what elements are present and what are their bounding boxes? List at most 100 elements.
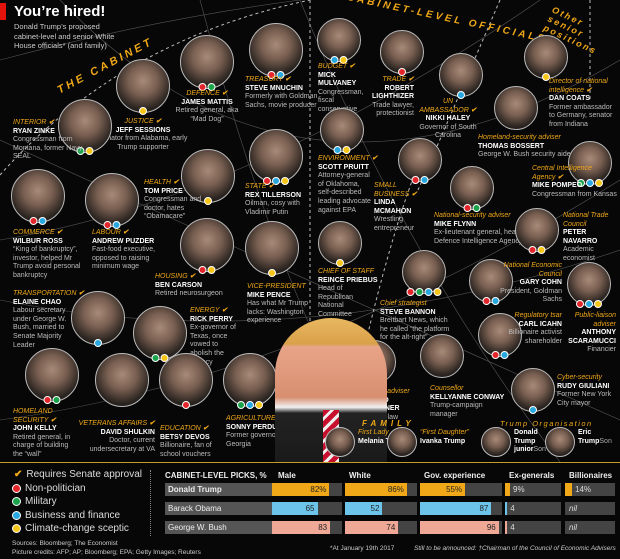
person-description: Fast-food executive, opposed to raising … (92, 246, 156, 271)
person-name: Steve Bannon (380, 308, 436, 316)
person-description: Has what Mr Trump lacks: Washington expe… (247, 300, 309, 325)
linda-mcmahon-photo (398, 138, 442, 182)
david-shulkin-info: Veterans affairs ✔ David Shulkin Doctor, cu… (78, 420, 155, 454)
person-description: Financier (587, 346, 616, 354)
yellow-dot-icon (537, 246, 546, 254)
data-label: 55% (446, 485, 463, 494)
blue-dot-icon (424, 288, 433, 296)
person-name: Ryan Zinke (13, 127, 55, 135)
person-name: Rex Tillerson (245, 191, 302, 199)
relation-label: Son (533, 446, 546, 453)
melania-trump-info: First Lady Melania Trump (358, 429, 413, 446)
bar-cell: 87 (420, 502, 502, 515)
yellow-dot-icon (85, 147, 94, 155)
person-name: Eric Trump (578, 429, 600, 445)
blue-dot-icon (333, 146, 342, 154)
check-icon: ✔ (14, 469, 23, 480)
chart-title: CABINET-LEVEL PICKS, % (165, 471, 267, 480)
bar-george-w-bush-ex-generals (505, 521, 508, 534)
person-description: Congressman from Kansas (532, 190, 617, 198)
person-description: Ex-lieutenant general, headed Defence In… (434, 229, 528, 245)
green-dot-icon (237, 401, 245, 409)
wilbur-ross-photo (11, 169, 65, 223)
role-label: National Trade Council (563, 212, 609, 228)
person-description: Governor of South Carolina (419, 123, 477, 140)
tag-dots (457, 91, 465, 99)
person-description: Formerly with Goldman Sachs, movie produ… (245, 93, 318, 109)
person-description: Senator from Alabama, early Trump suppor… (98, 135, 188, 151)
red-dot-icon (43, 396, 52, 404)
anthony-scaramucci-photo (567, 262, 611, 306)
person-name: Carl Icahn (518, 320, 562, 328)
ryan-zinke-info: Interior ✔ Ryan Zinke Congressman from Mont… (13, 119, 83, 162)
blue-dot-icon (585, 300, 593, 308)
check-icon: ✔ (149, 420, 155, 427)
data-label: 9% (513, 485, 525, 494)
red-dot-icon (198, 266, 207, 274)
role-label: Health ✔ (144, 179, 179, 186)
tag-dots (198, 83, 216, 91)
ivanka-trump-info: “First Daughter” Ivanka Trump (420, 429, 475, 446)
role-label: Justice ✔ (124, 118, 162, 125)
tag-dots (529, 406, 537, 414)
person-name: Mike Pompeo (532, 182, 583, 190)
bar-barack-obama-gov-experience (420, 502, 492, 515)
green-dot-icon (472, 204, 481, 212)
bar-donald-trump-billionaires (565, 483, 572, 496)
sonny-perdue-photo (223, 353, 277, 407)
person-name: Jeff Sessions (115, 126, 171, 134)
role-label: Homeland-security adviser (478, 134, 561, 141)
column-header-billionaires: Billionaires (569, 471, 613, 480)
person-description: Doctor, current undersecretary at VA (89, 437, 155, 453)
blue-dot-icon (246, 401, 254, 409)
check-icon: ✔ (173, 179, 179, 186)
reince-priebus-photo (318, 221, 362, 265)
red-dot-icon (398, 68, 406, 76)
bar-donald-trump-male (272, 483, 330, 496)
role-label: Public-liaison adviser (574, 312, 616, 328)
steve-bannon-photo (402, 250, 446, 294)
person-description: Trade lawyer, protectionist (372, 101, 414, 118)
check-icon: ✔ (586, 86, 592, 94)
person-name: Wilbur Ross (13, 237, 63, 245)
yellow-dot-icon (433, 288, 442, 296)
yellow-dot-icon (268, 269, 276, 277)
peter-navarro-info: National Trade Council Peter Navarro Acade… (563, 212, 618, 264)
role-label: Vice-President (247, 283, 306, 290)
role-label: Central Intelligence Agency ✔ (532, 165, 592, 181)
green-dot-icon (577, 179, 585, 187)
scott-pruitt-photo (320, 108, 364, 152)
check-icon: ✔ (189, 273, 196, 280)
tag-dots (411, 176, 429, 184)
peter-navarro-photo (515, 208, 559, 252)
tag-dots (103, 221, 121, 229)
person-description: George W. Bush security aide (478, 151, 571, 159)
tom-price-info: Health ✔ Tom Price Congressman and doctor, … (144, 179, 204, 222)
legend: ✔ Requires Senate approval Non-politician… (12, 468, 142, 536)
red-dot-icon (198, 83, 207, 91)
yellow-dot-icon (595, 179, 603, 187)
anthony-scaramucci-info: Public-liaison adviser Anthony Scaramucci… (568, 312, 616, 355)
role-label: Chief strategist (380, 300, 427, 307)
blue-dot-icon (38, 217, 47, 225)
bar-cell: 4 (505, 521, 561, 534)
linda-mcmahon-info: Small business ✔ Linda McMahon Wrestling en… (374, 182, 424, 234)
check-icon: ✔ (557, 173, 564, 181)
green-dot-icon (207, 83, 216, 91)
james-mattis-info: Defence ✔ James Mattis Retired general, aka… (167, 90, 247, 124)
check-icon: ✔ (78, 290, 85, 297)
legend-item-non-politician: Non-politician (12, 482, 142, 496)
blue-dot-icon (457, 91, 465, 99)
data-label: nil (569, 504, 578, 513)
legend-item-military: Military (12, 495, 142, 509)
blue-dot-icon (500, 351, 509, 359)
elaine-chao-photo (71, 291, 125, 345)
bar-donald-trump-white (345, 483, 407, 496)
bar-cell: 9% (505, 483, 561, 496)
rudy-giuliani-photo (511, 368, 555, 412)
red-dot-icon (411, 176, 420, 184)
andrew-puzder-photo (85, 173, 139, 227)
role-label: Treasury ✔ (245, 76, 291, 83)
role-label: National-security adviser (434, 212, 511, 219)
role-label: Labour ✔ (92, 229, 129, 236)
